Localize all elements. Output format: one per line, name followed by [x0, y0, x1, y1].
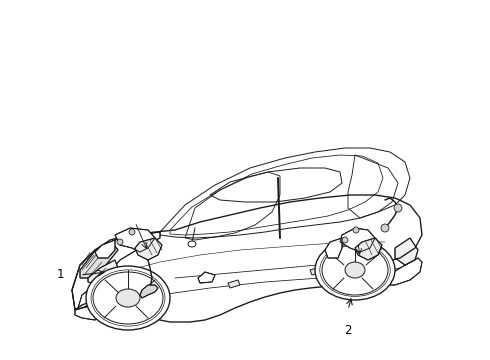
Ellipse shape — [116, 289, 140, 307]
Circle shape — [117, 239, 123, 245]
Polygon shape — [355, 238, 382, 260]
Polygon shape — [95, 240, 115, 258]
Polygon shape — [325, 238, 342, 258]
Polygon shape — [310, 267, 322, 275]
Polygon shape — [382, 258, 422, 285]
Circle shape — [342, 237, 348, 243]
Polygon shape — [135, 238, 162, 260]
Polygon shape — [72, 195, 422, 322]
Polygon shape — [160, 148, 410, 238]
Polygon shape — [115, 228, 155, 252]
Polygon shape — [75, 305, 108, 320]
Circle shape — [129, 229, 135, 235]
Polygon shape — [80, 242, 118, 278]
Text: 2: 2 — [344, 324, 352, 337]
Polygon shape — [198, 272, 215, 283]
Circle shape — [394, 204, 402, 212]
Ellipse shape — [86, 266, 170, 330]
Polygon shape — [72, 232, 160, 310]
Ellipse shape — [315, 240, 395, 300]
Polygon shape — [75, 272, 110, 310]
Polygon shape — [88, 260, 118, 284]
Polygon shape — [140, 285, 158, 298]
Ellipse shape — [345, 262, 365, 278]
Polygon shape — [228, 280, 240, 288]
Ellipse shape — [188, 241, 196, 247]
Circle shape — [353, 227, 359, 233]
Circle shape — [381, 224, 389, 232]
Polygon shape — [340, 228, 375, 252]
Text: 1: 1 — [56, 269, 64, 282]
Polygon shape — [395, 238, 418, 265]
